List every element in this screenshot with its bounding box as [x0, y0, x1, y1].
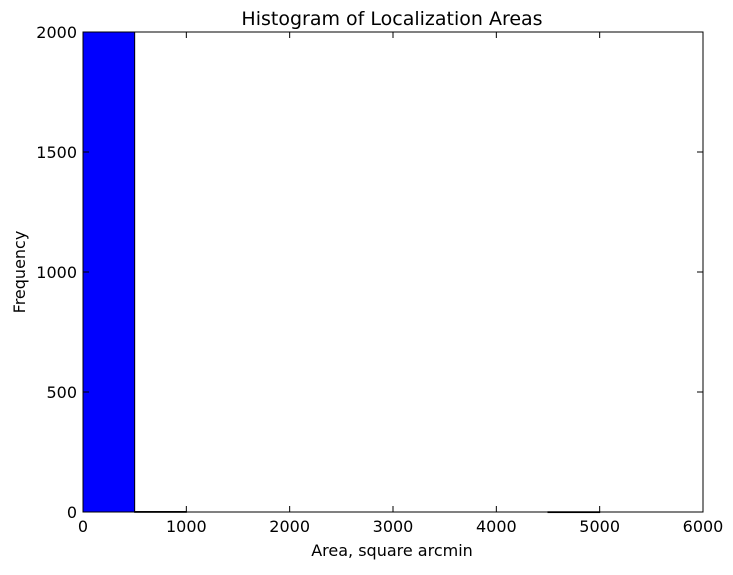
- x-tick-label-5: 5000: [579, 517, 620, 536]
- chart-title: Histogram of Localization Areas: [241, 8, 542, 30]
- x-tick-label-3: 3000: [373, 517, 414, 536]
- y-tick-label-1: 500: [46, 383, 77, 402]
- x-tick-label-2: 2000: [269, 517, 310, 536]
- x-tick-label-1: 1000: [166, 517, 207, 536]
- histogram-bar-0: [82, 31, 136, 513]
- bars-group: [82, 31, 601, 514]
- y-tick-label-4: 2000: [36, 23, 77, 42]
- y-tick-label-3: 1500: [36, 143, 77, 162]
- x-tick-label-6: 6000: [683, 517, 724, 536]
- y-axis-label: Frequency: [10, 231, 29, 314]
- ticks-group: 0 1000 2000 3000 4000 5000 6000 0 500 1000 1500 200…: [36, 23, 723, 536]
- x-axis-label: Area, square arcmin: [311, 541, 473, 560]
- plot-frame: [82, 31, 704, 513]
- x-tick-label-4: 4000: [476, 517, 517, 536]
- y-tick-label-2: 1000: [36, 263, 77, 282]
- x-tick-label-0: 0: [78, 517, 88, 536]
- y-tick-label-0: 0: [67, 503, 77, 522]
